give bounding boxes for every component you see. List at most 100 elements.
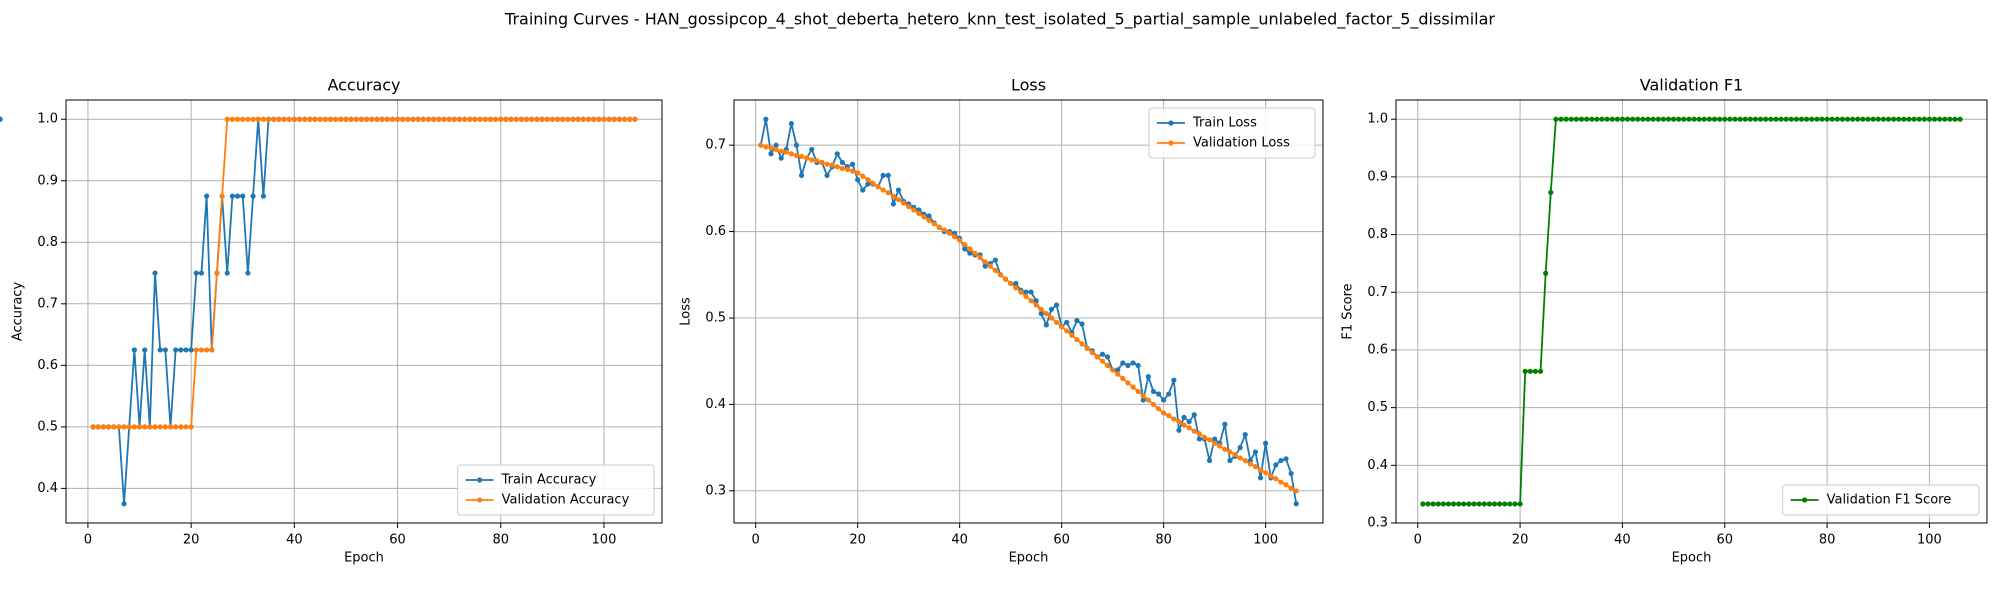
data-point xyxy=(1176,419,1182,425)
data-point xyxy=(353,116,359,122)
legend-marker xyxy=(1168,120,1174,126)
y-tick-label: 0.5 xyxy=(37,419,58,434)
figure-title: Training Curves - HAN_gossipcop_4_shot_d… xyxy=(504,10,1495,30)
data-point xyxy=(997,272,1004,278)
data-point xyxy=(1181,422,1187,428)
data-point xyxy=(405,116,411,122)
x-tick-label: 60 xyxy=(389,533,406,548)
data-point xyxy=(885,190,891,196)
data-point xyxy=(916,210,922,217)
data-point xyxy=(384,116,390,122)
data-point xyxy=(849,168,856,174)
data-point xyxy=(1573,116,1579,122)
data-point xyxy=(1206,437,1213,443)
data-point xyxy=(1263,470,1269,476)
y-tick-label: 0.8 xyxy=(1367,227,1388,242)
data-point xyxy=(1099,358,1106,364)
data-point xyxy=(1074,317,1080,324)
data-point xyxy=(1537,368,1544,374)
data-point xyxy=(462,116,468,122)
y-axis-label: Loss xyxy=(679,297,694,326)
x-axis-label: Epoch xyxy=(344,551,384,566)
data-point xyxy=(895,196,902,203)
data-point xyxy=(1757,116,1764,122)
data-point xyxy=(1594,116,1600,122)
data-point xyxy=(596,116,602,122)
data-point xyxy=(214,270,220,276)
data-point xyxy=(565,116,571,122)
data-point xyxy=(844,166,851,172)
axes-frame xyxy=(1395,99,1988,524)
y-tick-label: 0.9 xyxy=(37,173,58,188)
data-point xyxy=(1013,280,1019,287)
data-point xyxy=(773,142,779,148)
y-tick-label: 1.0 xyxy=(1367,112,1388,127)
data-point xyxy=(1891,116,1897,122)
data-point xyxy=(1023,289,1029,295)
y-tick-label: 0.7 xyxy=(37,296,58,311)
data-point xyxy=(1829,116,1835,122)
data-point xyxy=(333,116,339,122)
data-point xyxy=(1176,427,1182,433)
subplot-title: Loss xyxy=(1011,76,1046,95)
data-point xyxy=(992,267,998,274)
x-tick-label: 100 xyxy=(1253,533,1278,548)
data-point xyxy=(890,193,896,199)
data-point xyxy=(193,270,199,276)
data-point xyxy=(1181,414,1187,420)
data-point xyxy=(773,146,779,153)
y-tick-label: 0.8 xyxy=(37,235,58,250)
data-point xyxy=(1517,501,1523,507)
data-point xyxy=(1115,371,1121,377)
data-point xyxy=(1686,116,1692,122)
data-point xyxy=(778,148,784,154)
data-point xyxy=(1227,449,1233,455)
data-point xyxy=(518,116,524,122)
data-point xyxy=(1094,354,1100,360)
data-point xyxy=(880,172,886,178)
data-point xyxy=(544,116,550,122)
x-tick-label: 0 xyxy=(84,533,92,548)
data-point xyxy=(849,161,856,167)
data-point xyxy=(1630,116,1636,122)
y-tick-label: 0.3 xyxy=(705,483,726,498)
data-point xyxy=(627,116,633,122)
data-point xyxy=(1186,425,1192,431)
data-point xyxy=(1125,380,1131,386)
y-tick-label: 0.4 xyxy=(705,397,726,412)
data-point xyxy=(1161,410,1167,416)
data-point xyxy=(90,424,96,430)
data-point xyxy=(245,270,251,276)
data-point xyxy=(1747,116,1753,122)
data-point xyxy=(860,187,866,193)
data-point xyxy=(534,116,540,122)
data-point xyxy=(1140,393,1146,399)
data-point xyxy=(1507,501,1513,507)
data-point xyxy=(1283,456,1289,462)
legend-box xyxy=(457,464,655,516)
data-point xyxy=(1640,116,1646,122)
data-point xyxy=(1655,116,1661,122)
legend-marker xyxy=(1802,497,1808,503)
data-point xyxy=(1089,349,1095,356)
data-point xyxy=(1247,461,1253,467)
data-point xyxy=(758,142,764,148)
data-point xyxy=(467,116,473,122)
data-point xyxy=(890,201,896,207)
data-point xyxy=(900,200,907,206)
data-point xyxy=(1140,397,1146,403)
data-point xyxy=(1002,276,1009,282)
data-point xyxy=(1926,116,1933,122)
data-point xyxy=(1079,321,1085,327)
data-point xyxy=(865,181,871,187)
y-tick-label: 0.6 xyxy=(37,358,58,373)
data-point xyxy=(441,116,447,122)
data-point xyxy=(260,116,266,122)
data-point xyxy=(1481,501,1487,507)
data-point xyxy=(302,116,308,122)
data-point xyxy=(503,116,509,122)
y-tick-label: 0.5 xyxy=(705,310,726,325)
data-point xyxy=(1527,368,1533,374)
data-point xyxy=(1161,397,1167,403)
data-point xyxy=(1166,413,1172,419)
